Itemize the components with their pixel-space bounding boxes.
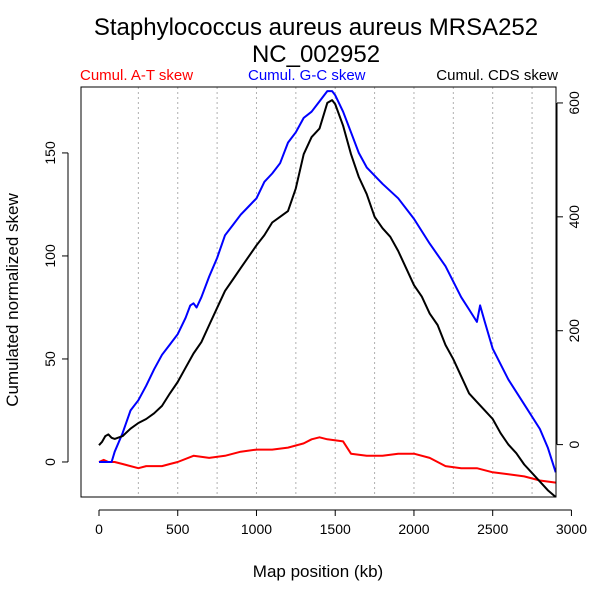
y-tick-label-right: 0 xyxy=(566,441,582,449)
y-tick-label-left: 50 xyxy=(42,351,58,367)
series-line-cds-skew xyxy=(98,99,557,498)
chart-title: Staphylococcus aureus aureus MRSA252 xyxy=(94,14,538,41)
vertical-gridlines xyxy=(137,87,533,497)
y-tick-label-left: 100 xyxy=(42,244,58,268)
legend-at-skew: Cumul. A-T skew xyxy=(80,67,193,84)
series-lines xyxy=(98,90,557,498)
x-tick-label: 1500 xyxy=(320,521,351,537)
x-tick-label: 3000 xyxy=(556,521,587,537)
y-axis-title: Cumulated normalized skew xyxy=(3,193,22,407)
x-axis: 0 500 1000 1500 2000 2500 3000 xyxy=(95,509,587,537)
y-tick-label-right: 600 xyxy=(566,91,582,115)
x-tick-label: 2000 xyxy=(398,521,429,537)
x-tick-label: 0 xyxy=(95,521,103,537)
series-line-at-skew xyxy=(98,436,556,484)
y-axis-left: 0 50 100 150 xyxy=(42,141,69,466)
y-tick-label-left: 0 xyxy=(42,458,58,466)
plot-frame xyxy=(80,86,557,498)
x-tick-label: 2500 xyxy=(477,521,508,537)
x-tick-label: 1000 xyxy=(241,521,272,537)
y-tick-label-right: 400 xyxy=(566,205,582,229)
y-axis-right: 0 200 400 600 xyxy=(556,91,582,449)
chart-subtitle: NC_002952 xyxy=(252,41,380,68)
legend-cds-skew: Cumul. CDS skew xyxy=(436,67,558,84)
y-tick-label-right: 200 xyxy=(566,319,582,343)
legend-gc-skew: Cumul. G-C skew xyxy=(248,67,366,84)
y-tick-label-left: 150 xyxy=(42,141,58,165)
x-tick-label: 500 xyxy=(166,521,190,537)
series-line-gc-skew xyxy=(99,90,557,473)
x-axis-title: Map position (kb) xyxy=(253,562,383,581)
